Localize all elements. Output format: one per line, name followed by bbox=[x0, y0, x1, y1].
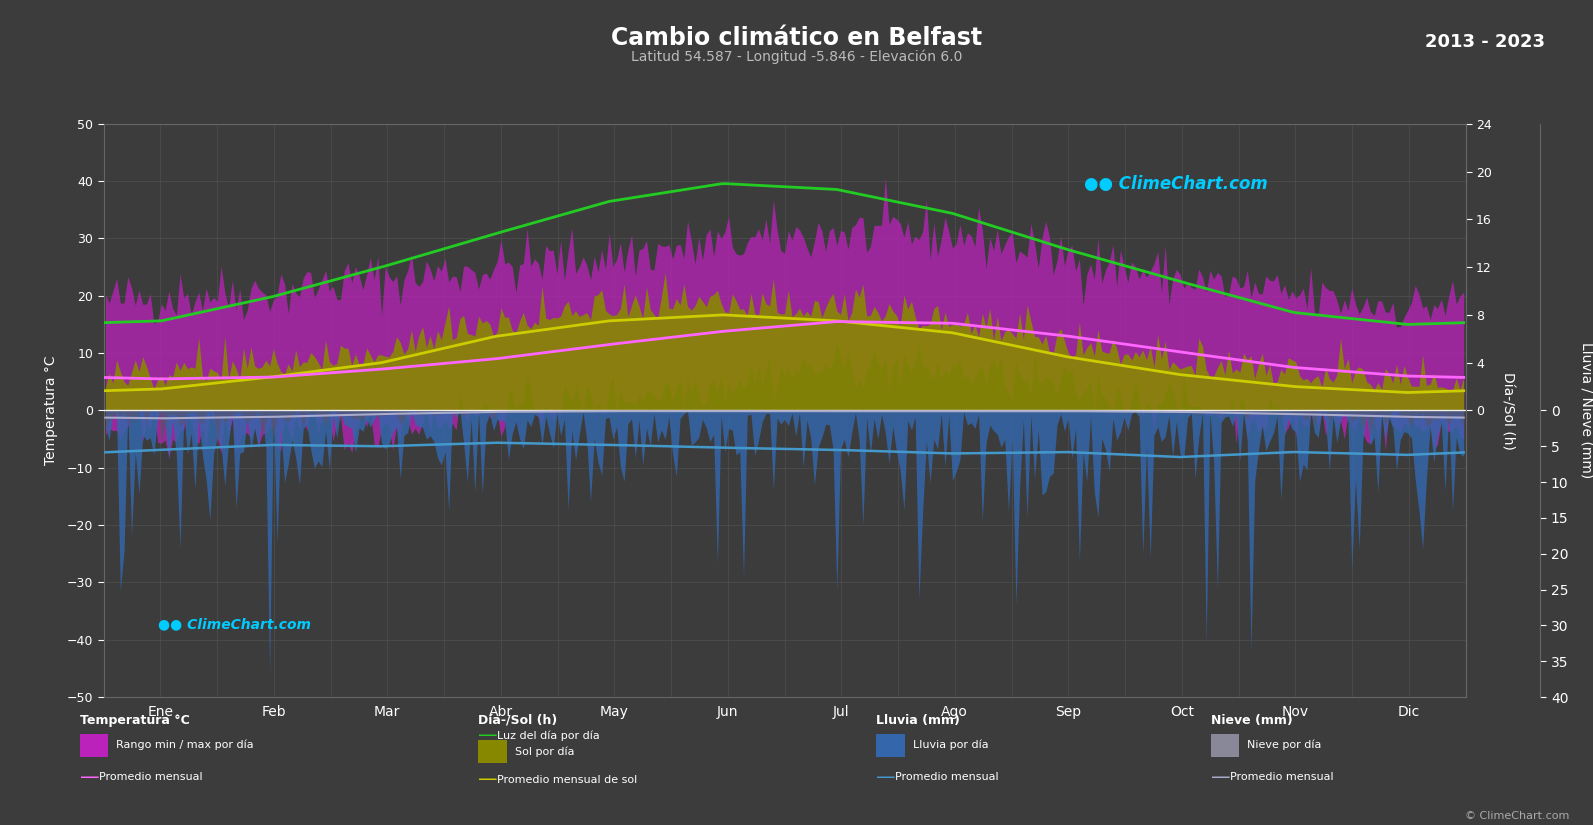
Text: Promedio mensual: Promedio mensual bbox=[895, 772, 999, 782]
Text: —: — bbox=[478, 770, 497, 790]
Text: —: — bbox=[80, 767, 99, 787]
Text: Nieve por día: Nieve por día bbox=[1247, 740, 1322, 750]
Text: Luz del día por día: Luz del día por día bbox=[497, 731, 601, 741]
Text: Lluvia (mm): Lluvia (mm) bbox=[876, 714, 961, 727]
Text: Lluvia por día: Lluvia por día bbox=[913, 740, 988, 750]
Text: Día-/Sol (h): Día-/Sol (h) bbox=[478, 714, 558, 727]
Text: Latitud 54.587 - Longitud -5.846 - Elevación 6.0: Latitud 54.587 - Longitud -5.846 - Eleva… bbox=[631, 50, 962, 64]
Text: Promedio mensual: Promedio mensual bbox=[1230, 772, 1333, 782]
Text: —: — bbox=[1211, 767, 1230, 787]
Text: ●● ClimeChart.com: ●● ClimeChart.com bbox=[158, 617, 311, 631]
Text: Temperatura °C: Temperatura °C bbox=[80, 714, 190, 727]
Y-axis label: Lluvia / Nieve (mm): Lluvia / Nieve (mm) bbox=[1580, 342, 1593, 478]
Text: Nieve (mm): Nieve (mm) bbox=[1211, 714, 1292, 727]
Text: Rango min / max por día: Rango min / max por día bbox=[116, 740, 253, 750]
Text: 2013 - 2023: 2013 - 2023 bbox=[1426, 33, 1545, 51]
Text: ●● ClimeChart.com: ●● ClimeChart.com bbox=[1085, 176, 1268, 193]
Text: —: — bbox=[876, 767, 895, 787]
Text: Sol por día: Sol por día bbox=[515, 747, 573, 757]
Text: © ClimeChart.com: © ClimeChart.com bbox=[1464, 811, 1569, 821]
Text: —: — bbox=[478, 726, 497, 746]
Y-axis label: Día-/Sol (h): Día-/Sol (h) bbox=[1501, 371, 1515, 450]
Text: Cambio climático en Belfast: Cambio climático en Belfast bbox=[612, 26, 981, 50]
Text: Promedio mensual de sol: Promedio mensual de sol bbox=[497, 775, 637, 785]
Text: Promedio mensual: Promedio mensual bbox=[99, 772, 202, 782]
Y-axis label: Temperatura °C: Temperatura °C bbox=[45, 356, 59, 465]
